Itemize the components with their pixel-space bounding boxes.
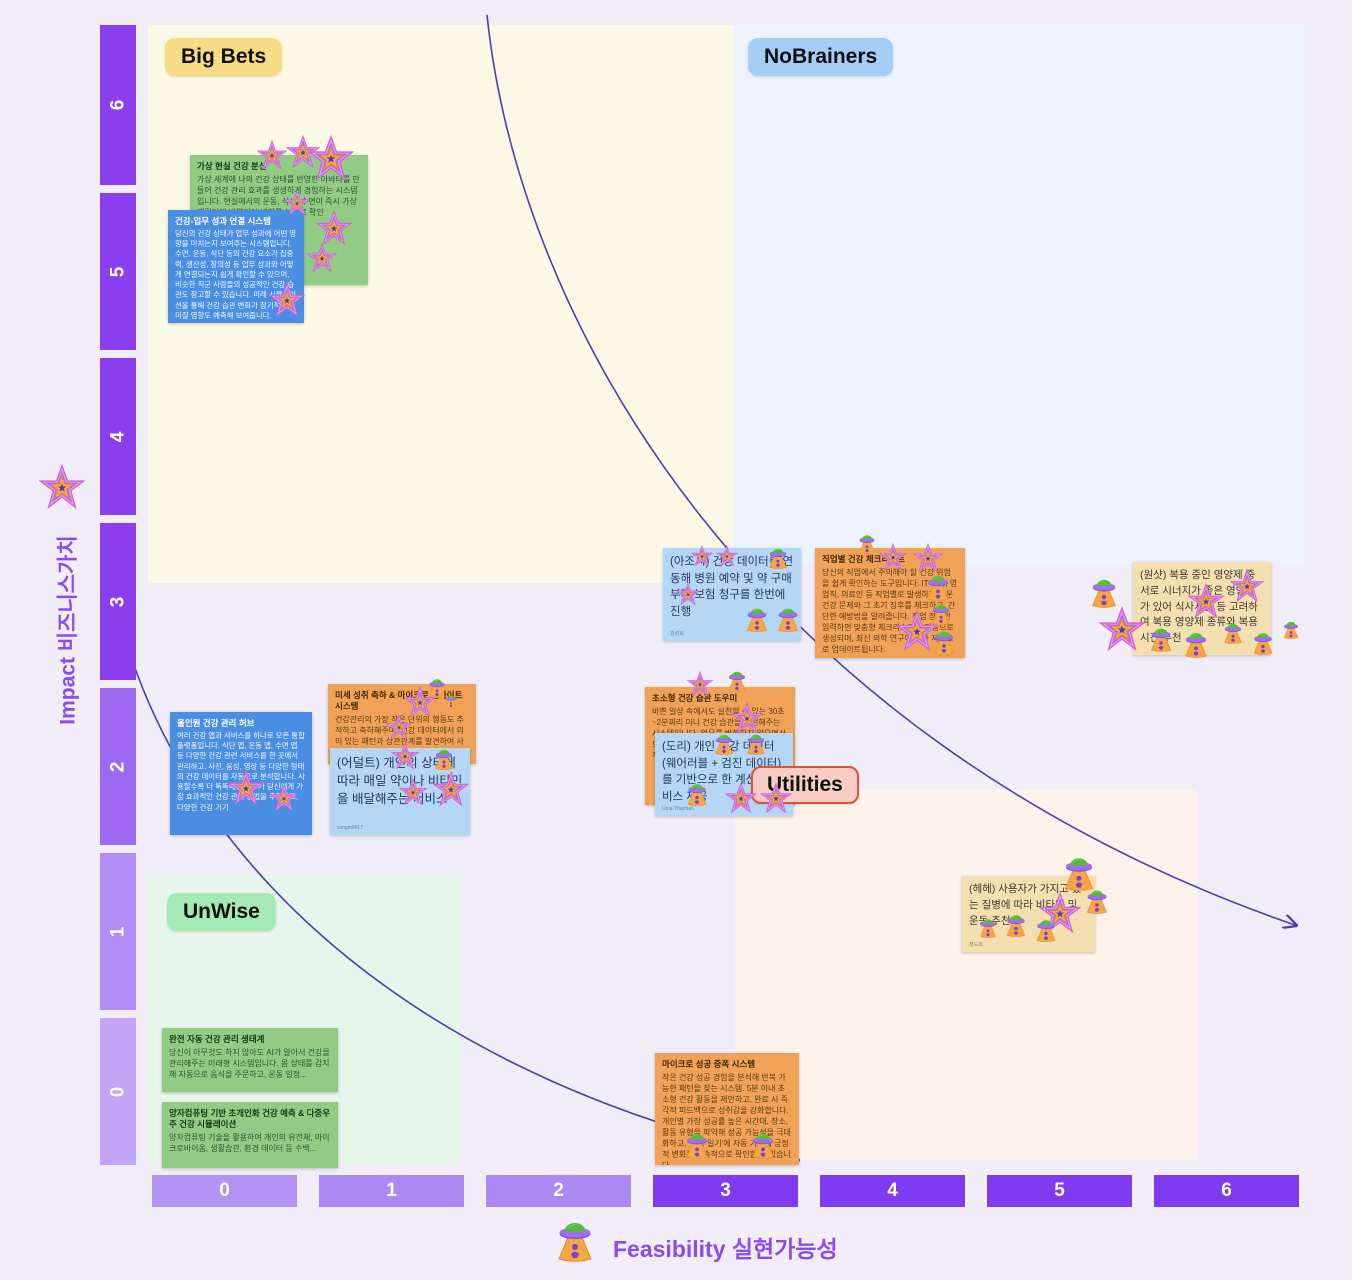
star-vote-sticker-icon[interactable] [716, 545, 738, 567]
star-vote-sticker-icon[interactable] [257, 140, 287, 170]
note-title: 올인원 건강 관리 허브 [177, 718, 255, 728]
ufo-vote-sticker-icon[interactable] [681, 1127, 713, 1159]
x-axis-tick-3: 3 [653, 1175, 798, 1207]
x-axis-title: Feasibility 실현가능성 [613, 1236, 838, 1262]
y-axis-tick-5: 5 [100, 193, 136, 350]
y-axis-tick-3: 3 [100, 523, 136, 680]
y-axis-title: Impact 비즈니스가치 [57, 535, 81, 725]
x-axis-tick-6: 6 [1154, 1175, 1299, 1207]
ufo-vote-sticker-icon[interactable] [683, 778, 711, 806]
note-author: 김성희 [670, 631, 684, 637]
x-axis-tick-0: 0 [152, 1175, 297, 1207]
sticky-note-auto-eco[interactable]: 완전 자동 건강 관리 생태계 당신이 아무것도 하지 않아도 AI가 알아서 … [162, 1028, 338, 1092]
x-axis-tick-5: 5 [987, 1175, 1132, 1207]
star-vote-sticker-icon[interactable] [760, 782, 792, 814]
star-vote-sticker-icon[interactable] [228, 770, 264, 806]
note-body: 당신의 건강 상태가 업무 성과에 어떤 영향을 미치는지 보여주는 시스템입니… [175, 229, 297, 320]
star-vote-sticker-icon[interactable] [284, 190, 310, 216]
star-vote-sticker-icon[interactable] [676, 582, 700, 606]
ufo-vote-sticker-icon[interactable] [1082, 884, 1112, 914]
note-body: 당신이 아무것도 하지 않아도 AI가 알아서 건강을 관리해주는 미래형 시스… [169, 1048, 330, 1080]
note-body: 양자컴퓨팅 기술을 활용하여 개인의 유전체, 마이크로바이옴, 생활습관, 환… [169, 1133, 330, 1154]
note-title: 초소형 건강 습관 도우미 [652, 693, 738, 703]
ufo-vote-sticker-icon[interactable] [1002, 909, 1030, 937]
ufo-vote-sticker-icon[interactable] [855, 530, 879, 554]
y-axis-tick-4: 4 [100, 358, 136, 515]
star-vote-sticker-icon[interactable] [725, 782, 757, 814]
ufo-vote-sticker-icon[interactable] [1146, 622, 1176, 652]
ufo-vote-sticker-icon[interactable] [928, 599, 954, 625]
star-vote-sticker-icon[interactable] [270, 784, 298, 812]
x-axis-tick-1: 1 [319, 1175, 464, 1207]
note-title: 건강-업무 성과 연결 시스템 [175, 216, 271, 226]
note-author: 정도희 [969, 942, 983, 948]
ufo-vote-sticker-icon[interactable] [724, 666, 750, 692]
star-vote-sticker-icon[interactable] [691, 545, 713, 567]
ufo-vote-sticker-icon[interactable] [1249, 627, 1277, 655]
star-vote-sticker-icon[interactable] [386, 714, 412, 740]
quadrant-bg-utilities [735, 790, 1197, 1160]
ufo-vote-sticker-icon[interactable] [929, 625, 959, 655]
ufo-vote-sticker-icon[interactable] [773, 602, 803, 632]
quadrant-label-nobrainers[interactable]: NoBrainers [748, 38, 894, 76]
ufo-vote-sticker-icon[interactable] [743, 729, 769, 755]
x-axis-tick-4: 4 [820, 1175, 965, 1207]
note-author: sungin0617 [337, 825, 363, 831]
ufo-vote-sticker-icon[interactable] [1220, 618, 1246, 644]
quadrant-label-unwise[interactable]: UnWise [167, 893, 276, 931]
y-axis-tick-0: 0 [100, 1018, 136, 1165]
ufo-vote-sticker-icon[interactable] [976, 914, 1000, 938]
star-vote-sticker-icon[interactable] [1099, 606, 1145, 652]
ufo-vote-sticker-icon[interactable] [711, 729, 737, 755]
ufo-vote-sticker-icon[interactable] [550, 1212, 600, 1262]
star-vote-sticker-icon[interactable] [1188, 583, 1224, 619]
star-vote-sticker-icon[interactable] [269, 282, 305, 318]
quadrant-bg-nobrainers [733, 25, 1305, 565]
star-vote-sticker-icon[interactable] [1230, 569, 1264, 603]
x-axis-tick-2: 2 [486, 1175, 631, 1207]
ufo-vote-sticker-icon[interactable] [765, 543, 791, 569]
note-title: 완전 자동 건강 관리 생태계 [169, 1034, 265, 1044]
ufo-vote-sticker-icon[interactable] [742, 602, 772, 632]
ufo-vote-sticker-icon[interactable] [431, 744, 457, 770]
star-vote-sticker-icon[interactable] [879, 543, 907, 571]
note-author: Uma Thurman [662, 806, 694, 812]
star-vote-sticker-icon[interactable] [308, 135, 354, 181]
star-vote-sticker-icon[interactable] [316, 210, 352, 246]
note-title: 양자컴퓨팅 기반 초개인화 건강 예측 & 다중우주 건강 시뮬레이션 [169, 1108, 331, 1130]
quadrant-label-big-bets[interactable]: Big Bets [165, 38, 283, 76]
note-title: 마이크로 성공 증폭 시스템 [662, 1059, 756, 1069]
ufo-vote-sticker-icon[interactable] [1086, 572, 1122, 608]
star-vote-sticker-icon[interactable] [687, 671, 713, 697]
sticky-note-quantum[interactable]: 양자컴퓨팅 기반 초개인화 건강 예측 & 다중우주 건강 시뮬레이션 양자컴퓨… [162, 1102, 338, 1168]
y-axis-tick-2: 2 [100, 688, 136, 845]
star-vote-sticker-icon[interactable] [433, 771, 469, 807]
ufo-vote-sticker-icon[interactable] [1280, 617, 1302, 639]
ufo-vote-sticker-icon[interactable] [443, 692, 459, 708]
note-title: 가상 현실 건강 분신 [197, 161, 267, 171]
star-vote-sticker-icon[interactable] [307, 243, 337, 273]
y-axis-tick-6: 6 [100, 25, 136, 185]
star-vote-sticker-icon[interactable] [39, 464, 85, 510]
y-axis-tick-1: 1 [100, 853, 136, 1010]
ufo-vote-sticker-icon[interactable] [747, 1127, 779, 1159]
ufo-vote-sticker-icon[interactable] [922, 569, 954, 601]
star-vote-sticker-icon[interactable] [399, 778, 427, 806]
ufo-vote-sticker-icon[interactable] [1180, 626, 1212, 658]
star-vote-sticker-icon[interactable] [391, 742, 419, 770]
ufo-vote-sticker-icon[interactable] [1032, 914, 1060, 942]
